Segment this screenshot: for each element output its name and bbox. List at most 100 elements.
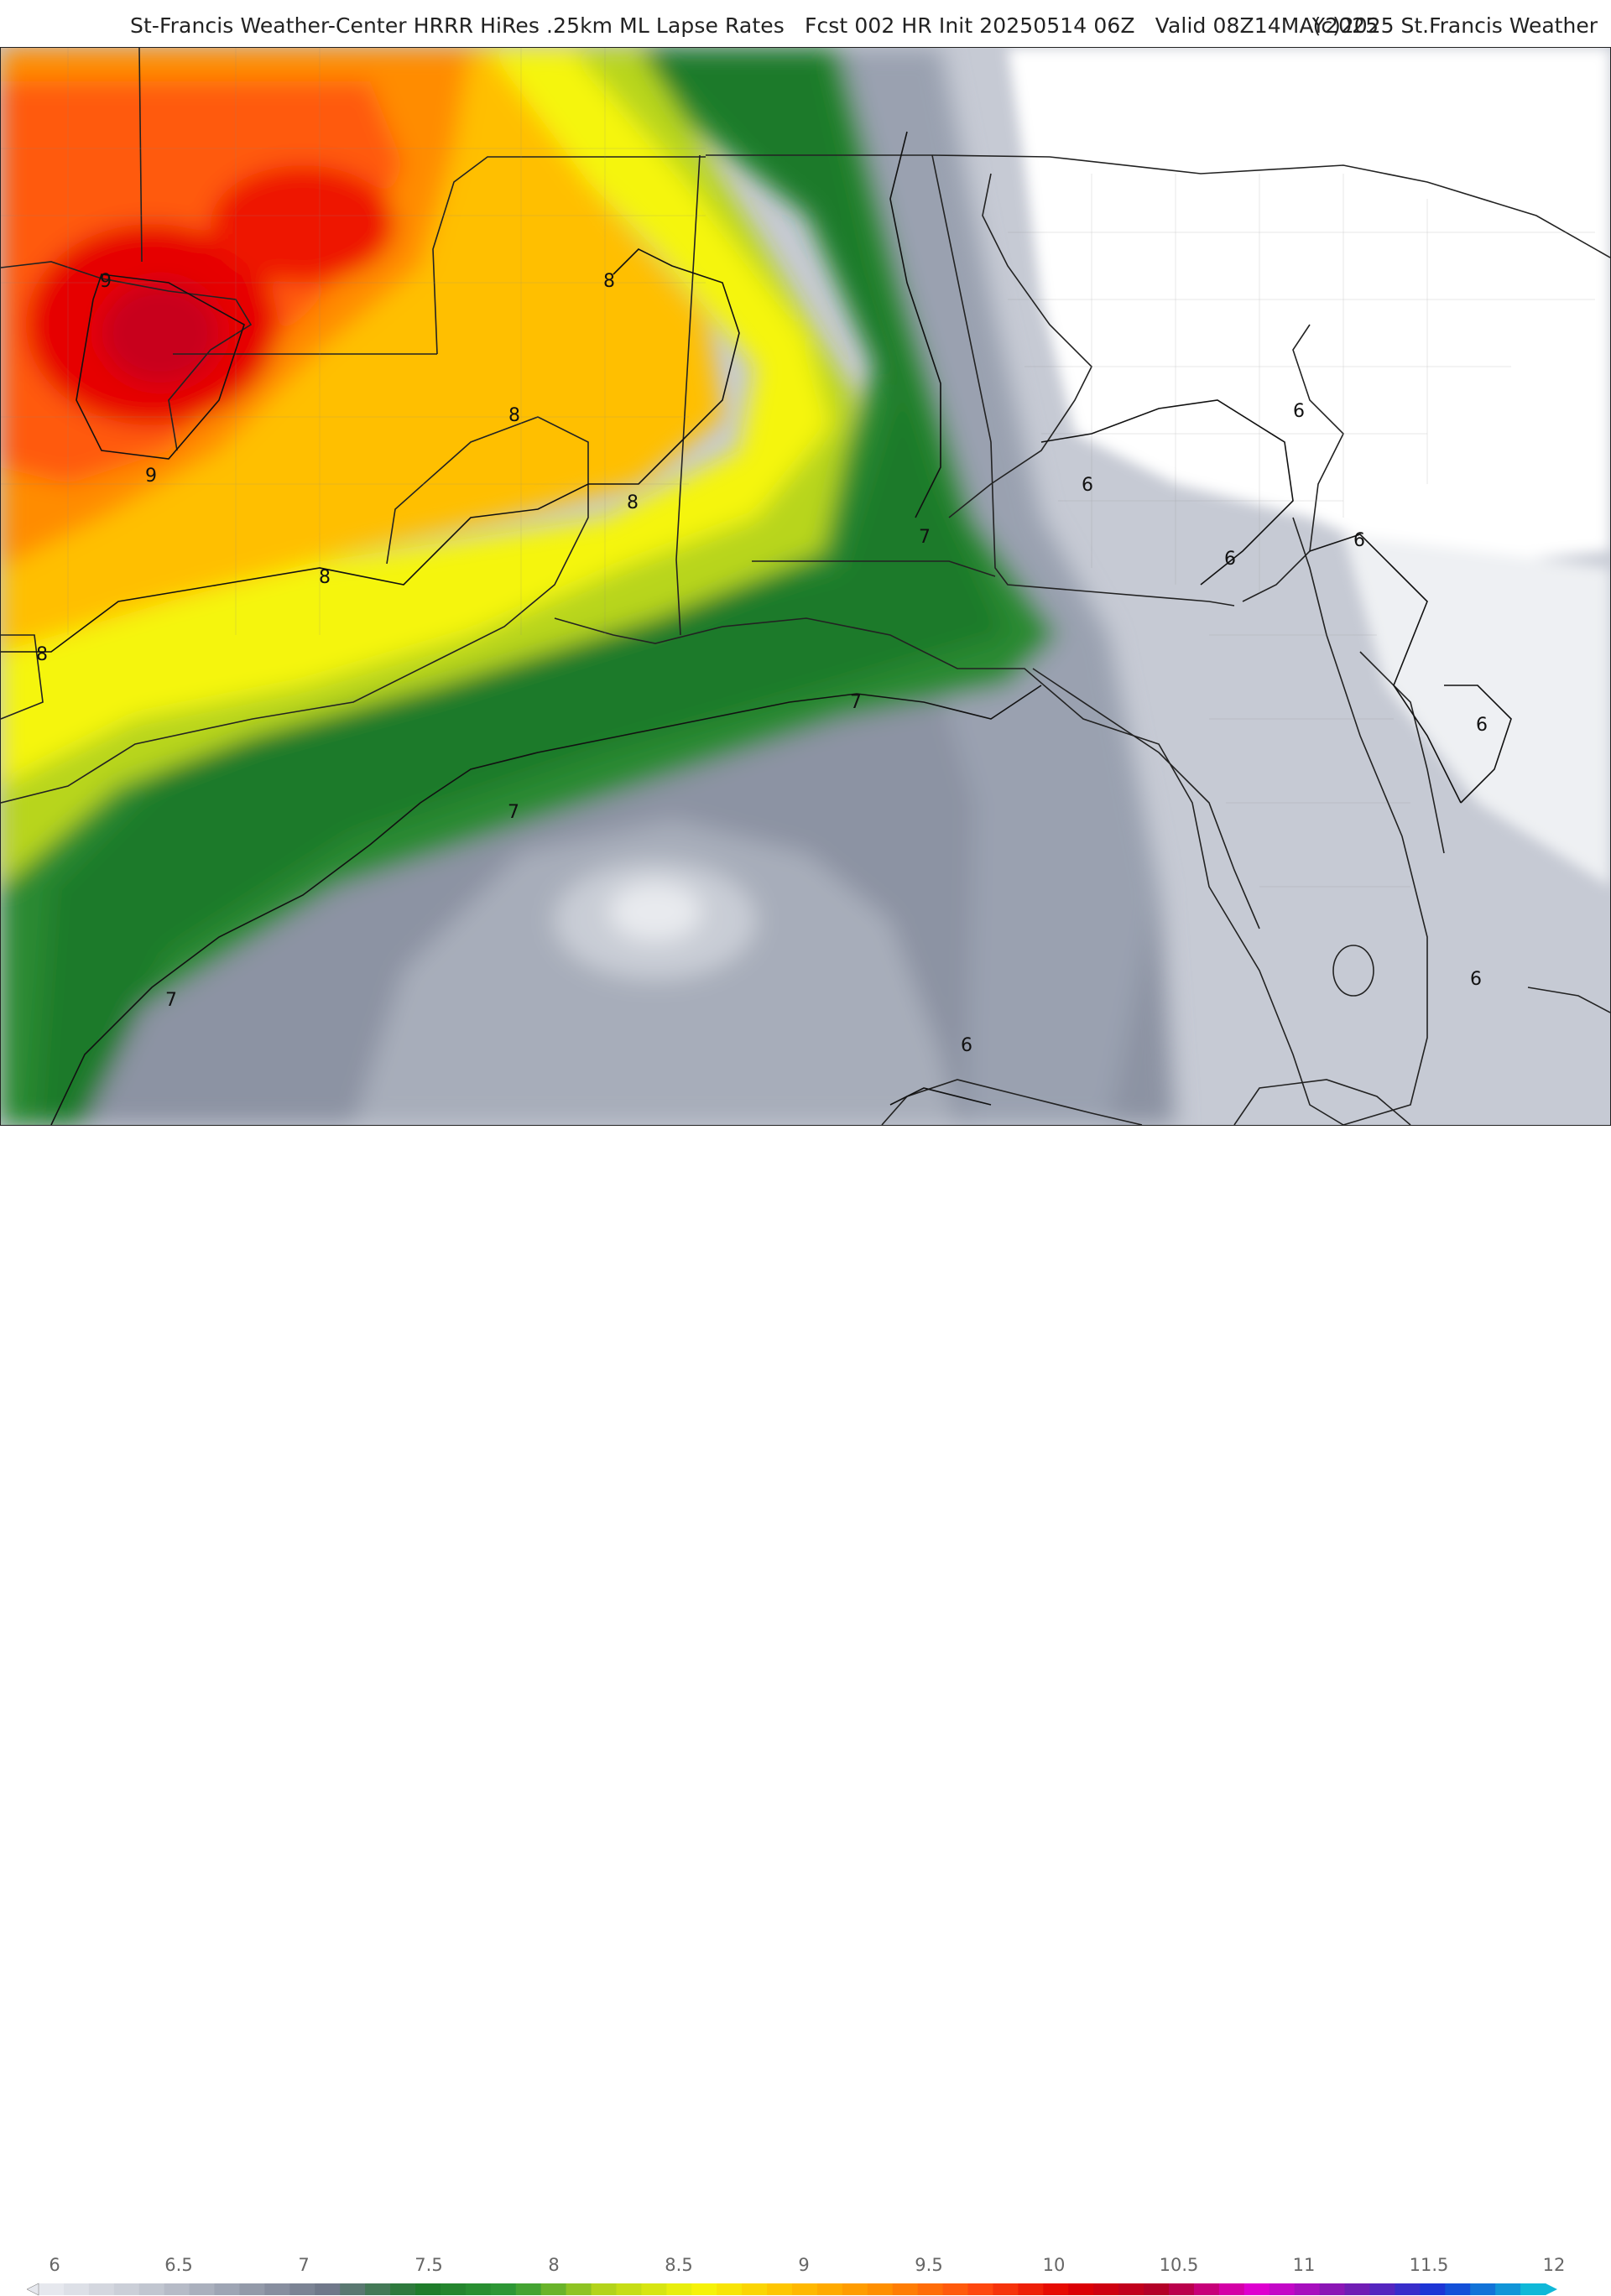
colorbar-swatch <box>993 2283 1019 2295</box>
lapse-rate-field <box>1 48 1176 1125</box>
colorbar-swatch <box>1470 2283 1496 2295</box>
legend-tick-label: 9.5 <box>915 2255 943 2275</box>
colorbar-min-arrow <box>27 2283 39 2296</box>
legend-tick-label: 8.5 <box>665 2255 693 2275</box>
colorbar-swatch <box>892 2283 919 2295</box>
colorbar-swatch <box>1169 2283 1195 2295</box>
contour-label: 9 <box>145 466 157 487</box>
colorbar-swatch <box>1520 2283 1546 2295</box>
colorbar-swatch <box>641 2283 667 2295</box>
colorbar-swatch <box>591 2283 617 2295</box>
contour-label: 6 <box>961 1035 972 1056</box>
colorbar-swatch <box>666 2283 692 2295</box>
contour-labels: 9 9 8 8 8 8 8 7 7 7 7 6 6 6 6 6 6 6 <box>36 271 1488 1056</box>
colorbar-swatch <box>164 2283 190 2295</box>
colorbar-swatch <box>415 2283 441 2295</box>
contour-label: 6 <box>1353 530 1365 551</box>
map-panel: 9 9 8 8 8 8 8 7 7 7 7 6 6 6 6 6 6 6 <box>0 47 1611 1126</box>
contour-label: 8 <box>603 271 615 292</box>
boundary-lines <box>1 48 1610 1125</box>
legend-tick-label: 6.5 <box>164 2255 193 2275</box>
colorbar-swatch <box>63 2283 90 2295</box>
county-grid <box>1 48 1595 888</box>
colorbar-swatch <box>189 2283 216 2295</box>
contour-label: 7 <box>850 692 862 713</box>
contour-label: 7 <box>919 527 931 548</box>
contour-label: 6 <box>1082 475 1093 496</box>
map-title: St-Francis Weather-Center HRRR HiRes .25… <box>130 13 1379 38</box>
colorbar-swatch <box>691 2283 717 2295</box>
colorbar-swatch <box>767 2283 793 2295</box>
colorbar-swatch <box>465 2283 492 2295</box>
contour-label: 6 <box>1293 401 1305 422</box>
colorbar-swatch <box>1344 2283 1370 2295</box>
color-legend: 6 6.5 7 7.5 8 8.5 9 9.5 10 10.5 11 11.5 … <box>0 1126 1611 2296</box>
colorbar-swatch <box>816 2283 843 2295</box>
colorbar-swatch <box>1420 2283 1446 2295</box>
contour-label: 8 <box>627 492 639 513</box>
colorbar-swatch <box>239 2283 265 2295</box>
colorbar-swatch <box>315 2283 341 2295</box>
legend-tick-label: 7 <box>298 2255 310 2275</box>
header-bar: St-Francis Weather-Center HRRR HiRes .25… <box>0 0 1611 45</box>
colorbar-swatch <box>742 2283 768 2295</box>
colorbar-swatch <box>113 2283 140 2295</box>
colorbar-swatch <box>1118 2283 1144 2295</box>
colorbar-swatch <box>1495 2283 1521 2295</box>
colorbar-swatch <box>1243 2283 1270 2295</box>
colorbar-swatch <box>1294 2283 1321 2295</box>
legend-tick-label: 10.5 <box>1159 2255 1199 2275</box>
colorbar-swatch <box>1043 2283 1069 2295</box>
contour-lines <box>1 131 1512 1125</box>
legend-tick-label: 6 <box>49 2255 60 2275</box>
colorbar-swatch <box>1395 2283 1421 2295</box>
colorbar-swatch <box>390 2283 416 2295</box>
colorbar-swatch <box>616 2283 642 2295</box>
colorbar-swatch <box>1218 2283 1245 2295</box>
colorbar-swatch <box>942 2283 969 2295</box>
legend-tick-label: 10 <box>1042 2255 1066 2275</box>
colorbar-swatch <box>867 2283 894 2295</box>
colorbar-swatch <box>490 2283 517 2295</box>
legend-tick-label: 7.5 <box>414 2255 443 2275</box>
contour-label: 8 <box>319 567 331 588</box>
colorbar-swatch <box>540 2283 567 2295</box>
colorbar-swatch <box>1445 2283 1471 2295</box>
contour-label: 6 <box>1476 715 1488 736</box>
contour-label: 7 <box>165 990 177 1011</box>
contour-label: 8 <box>508 405 520 426</box>
colorbar-swatch <box>1144 2283 1170 2295</box>
contour-label: 8 <box>36 644 48 665</box>
colorbar-max-arrow <box>1546 2283 1557 2295</box>
colorbar-swatch <box>365 2283 391 2295</box>
colorbar-swatch <box>340 2283 366 2295</box>
copyright-text: (c)2025 St.Francis Weather <box>1312 13 1598 38</box>
legend-tick-label: 11 <box>1292 2255 1316 2275</box>
colorbar-swatch <box>1369 2283 1395 2295</box>
contour-label: 6 <box>1224 549 1236 570</box>
legend-tick-label: 11.5 <box>1409 2255 1449 2275</box>
map-canvas: 9 9 8 8 8 8 8 7 7 7 7 6 6 6 6 6 6 6 <box>1 48 1610 1125</box>
colorbar-swatch <box>515 2283 542 2295</box>
colorbar-swatch <box>1018 2283 1044 2295</box>
colorbar-swatch <box>967 2283 993 2295</box>
colorbar-swatch <box>717 2283 743 2295</box>
colorbar-swatch <box>1068 2283 1094 2295</box>
colorbar-swatch <box>264 2283 290 2295</box>
colorbar-swatch <box>1319 2283 1346 2295</box>
colorbar-swatch <box>1093 2283 1119 2295</box>
colorbar-swatch <box>289 2283 315 2295</box>
legend-tick-label: 12 <box>1542 2255 1566 2275</box>
legend-tick-label: 8 <box>548 2255 560 2275</box>
colorbar-swatch <box>917 2283 944 2295</box>
colorbar-swatch <box>566 2283 592 2295</box>
colorbar-swatch <box>138 2283 165 2295</box>
colorbar <box>27 2283 1557 2296</box>
colorbar-swatch <box>88 2283 115 2295</box>
colorbar-swatch <box>842 2283 868 2295</box>
colorbar-swatch <box>214 2283 240 2295</box>
eastern-light-area <box>1008 48 1610 887</box>
contour-label: 9 <box>100 271 112 292</box>
colorbar-swatch <box>440 2283 467 2295</box>
colorbar-swatch <box>1193 2283 1220 2295</box>
